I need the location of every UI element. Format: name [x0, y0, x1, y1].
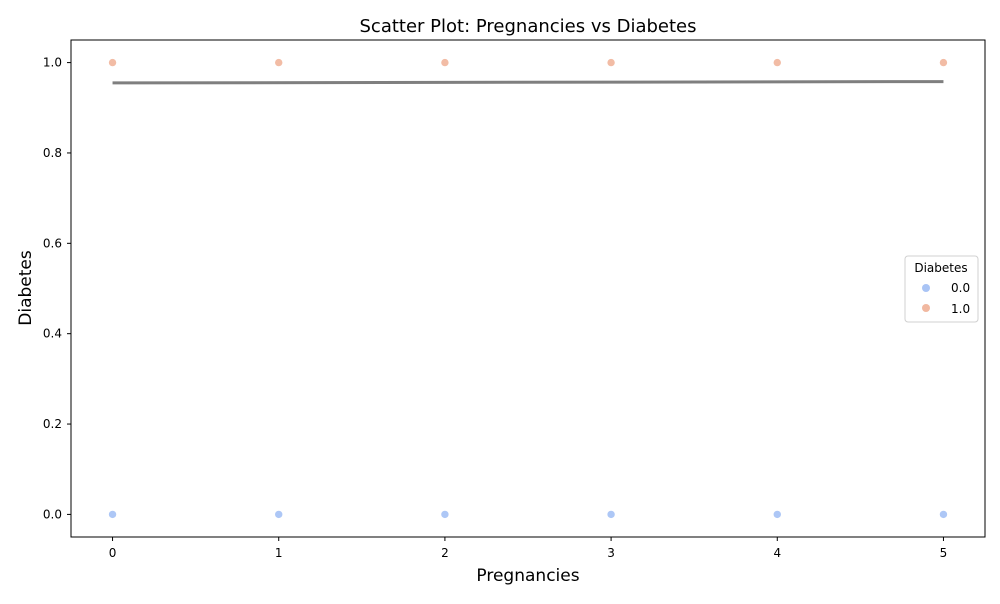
trend-line: [112, 80, 944, 85]
legend-marker-0: [922, 284, 930, 292]
x-tick-label: 2: [441, 546, 449, 560]
x-tick-label: 5: [940, 546, 948, 560]
legend-label-1: 1.0: [951, 302, 970, 316]
y-tick-label: 0.8: [43, 146, 62, 160]
scatter-points-layer: [107, 57, 949, 520]
chart-title: Scatter Plot: Pregnancies vs Diabetes: [360, 16, 697, 37]
x-tick-label: 3: [607, 546, 615, 560]
scatter-point-series-0: [606, 509, 616, 520]
x-tick-label: 1: [275, 546, 283, 560]
scatter-point-series-0: [938, 509, 949, 520]
x-tick-label: 0: [109, 546, 117, 560]
scatter-point-series-1: [107, 57, 118, 68]
scatter-point-series-0: [274, 509, 284, 520]
legend: Diabetes 0.0 1.0: [904, 255, 979, 323]
scatter-point-series-1: [938, 57, 949, 68]
x-axis-ticks: 0 1 2 3 4 5: [109, 537, 948, 560]
y-tick-label: 0.0: [43, 507, 62, 521]
y-tick-label: 0.2: [43, 417, 62, 431]
plot-area: [71, 40, 985, 537]
y-tick-label: 0.6: [43, 236, 62, 250]
scatter-point-series-1: [606, 57, 616, 68]
legend-title: Diabetes: [914, 261, 967, 275]
y-axis-label: Diabetes: [16, 250, 36, 326]
scatter-point-series-1: [772, 57, 782, 68]
scatter-point-series-1: [440, 57, 450, 68]
y-tick-label: 1.0: [43, 56, 62, 70]
scatter-point-series-0: [772, 509, 782, 520]
y-axis-ticks: 0.0 0.2 0.4 0.6 0.8 1.0: [43, 56, 71, 521]
scatter-point-series-0: [440, 509, 450, 520]
x-tick-label: 4: [773, 546, 781, 560]
legend-marker-1: [922, 304, 930, 312]
scatter-point-series-0: [107, 509, 118, 520]
scatter-point-series-1: [274, 57, 284, 68]
x-axis-label: Pregnancies: [476, 566, 579, 586]
y-tick-label: 0.4: [43, 327, 62, 341]
legend-label-0: 0.0: [951, 281, 970, 295]
plot-frame: [70, 39, 986, 538]
